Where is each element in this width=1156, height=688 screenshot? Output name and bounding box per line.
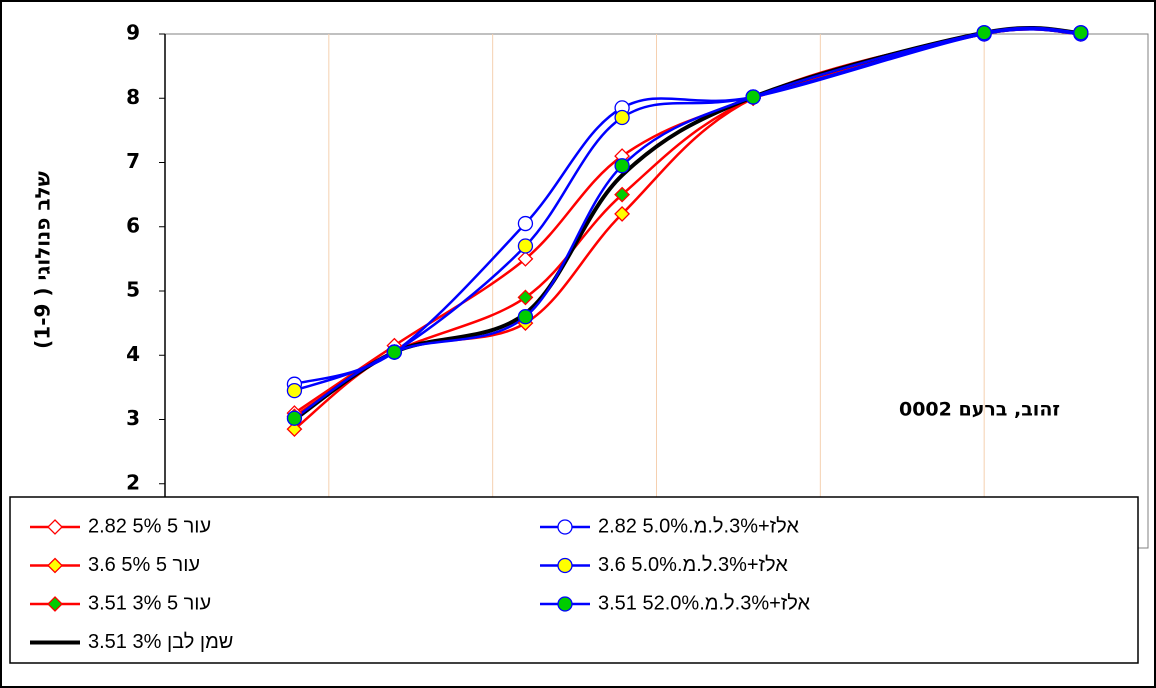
marker — [614, 205, 631, 222]
y-tick-label: 4 — [126, 342, 140, 366]
legend-marker — [557, 557, 573, 574]
marker — [1073, 25, 1089, 41]
legend-label: 3.51 3% 5 עור — [88, 592, 211, 614]
y-tick-label: 3 — [126, 406, 140, 430]
legend-label: שמן לבן 3% 3.51 — [88, 631, 233, 653]
legend-label: 2.82 5.0%.אלז+3%.ל.מ — [598, 515, 799, 537]
y-tick-label: 9 — [126, 21, 140, 45]
marker — [517, 238, 534, 254]
legend-marker — [47, 557, 63, 574]
legend-marker — [557, 519, 573, 535]
annotation: זהוב, ברעם 0002 — [899, 399, 1060, 421]
marker — [286, 421, 303, 438]
marker — [614, 158, 630, 174]
marker — [286, 410, 303, 426]
y-axis-label: שלב פנולוגי ( 1-9) — [31, 171, 55, 349]
marker — [517, 250, 534, 267]
marker — [517, 289, 534, 306]
y-tick-label: 2 — [126, 470, 140, 494]
marker — [614, 186, 631, 203]
legend-marker — [557, 596, 573, 612]
marker — [517, 309, 534, 325]
legend-marker — [47, 519, 63, 535]
marker — [517, 215, 534, 232]
y-tick-label: 6 — [126, 213, 140, 237]
y-tick-label: 7 — [126, 149, 140, 173]
legend-box — [9, 496, 1139, 664]
legend-label: 2.82 5% 5 עור — [88, 515, 211, 537]
marker — [614, 109, 630, 126]
y-tick-label: 5 — [126, 278, 140, 302]
legend-label: 3.6 5% 5 עור — [88, 554, 200, 576]
legend-label: 3.6 5.0%.אלז+3%.ל.מ — [598, 554, 788, 576]
marker — [386, 344, 403, 360]
marker — [745, 89, 761, 105]
marker — [976, 25, 992, 41]
y-tick-label: 8 — [126, 85, 140, 109]
legend-marker — [47, 596, 63, 612]
legend-label: 3.51 52.0%.אלז+3%.ל.מ — [598, 592, 810, 614]
marker — [286, 382, 303, 399]
